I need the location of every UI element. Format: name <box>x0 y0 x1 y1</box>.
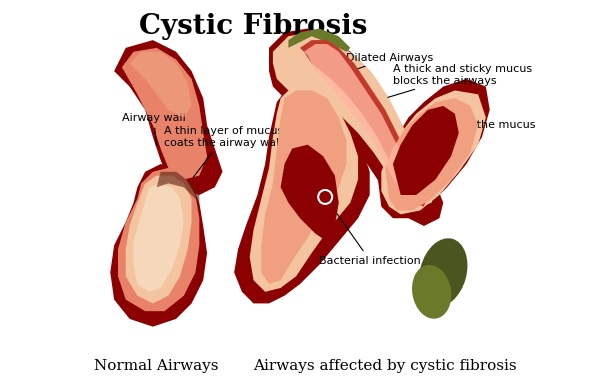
Polygon shape <box>110 164 207 327</box>
Polygon shape <box>393 106 459 195</box>
Polygon shape <box>118 168 199 311</box>
Text: Airways affected by cystic fibrosis: Airways affected by cystic fibrosis <box>253 359 517 373</box>
Text: Bacterial infection: Bacterial infection <box>319 199 421 266</box>
Polygon shape <box>114 40 223 195</box>
Text: A thin layer of mucus
coats the airway wall: A thin layer of mucus coats the airway w… <box>164 126 284 177</box>
Polygon shape <box>289 28 350 52</box>
Polygon shape <box>385 98 478 211</box>
Polygon shape <box>300 40 428 207</box>
Polygon shape <box>126 176 191 303</box>
Polygon shape <box>304 44 412 195</box>
Text: Blood in the mucus: Blood in the mucus <box>427 120 535 140</box>
Text: A thick and sticky mucus
blocks the airways: A thick and sticky mucus blocks the airw… <box>388 64 532 98</box>
Polygon shape <box>234 79 370 303</box>
Polygon shape <box>250 83 358 292</box>
Ellipse shape <box>419 238 467 307</box>
Text: Cystic Fibrosis: Cystic Fibrosis <box>139 13 368 40</box>
Polygon shape <box>157 172 199 203</box>
Text: Normal Airways: Normal Airways <box>94 359 219 373</box>
Polygon shape <box>130 52 191 117</box>
Polygon shape <box>269 28 443 226</box>
Text: Airway wall: Airway wall <box>122 113 185 146</box>
Polygon shape <box>377 79 490 218</box>
Ellipse shape <box>412 265 451 319</box>
Polygon shape <box>261 90 346 284</box>
Text: Dilated Airways: Dilated Airways <box>332 53 434 78</box>
Polygon shape <box>122 48 207 179</box>
Polygon shape <box>133 183 184 292</box>
Polygon shape <box>281 145 339 241</box>
Polygon shape <box>382 90 486 215</box>
Polygon shape <box>273 32 436 207</box>
